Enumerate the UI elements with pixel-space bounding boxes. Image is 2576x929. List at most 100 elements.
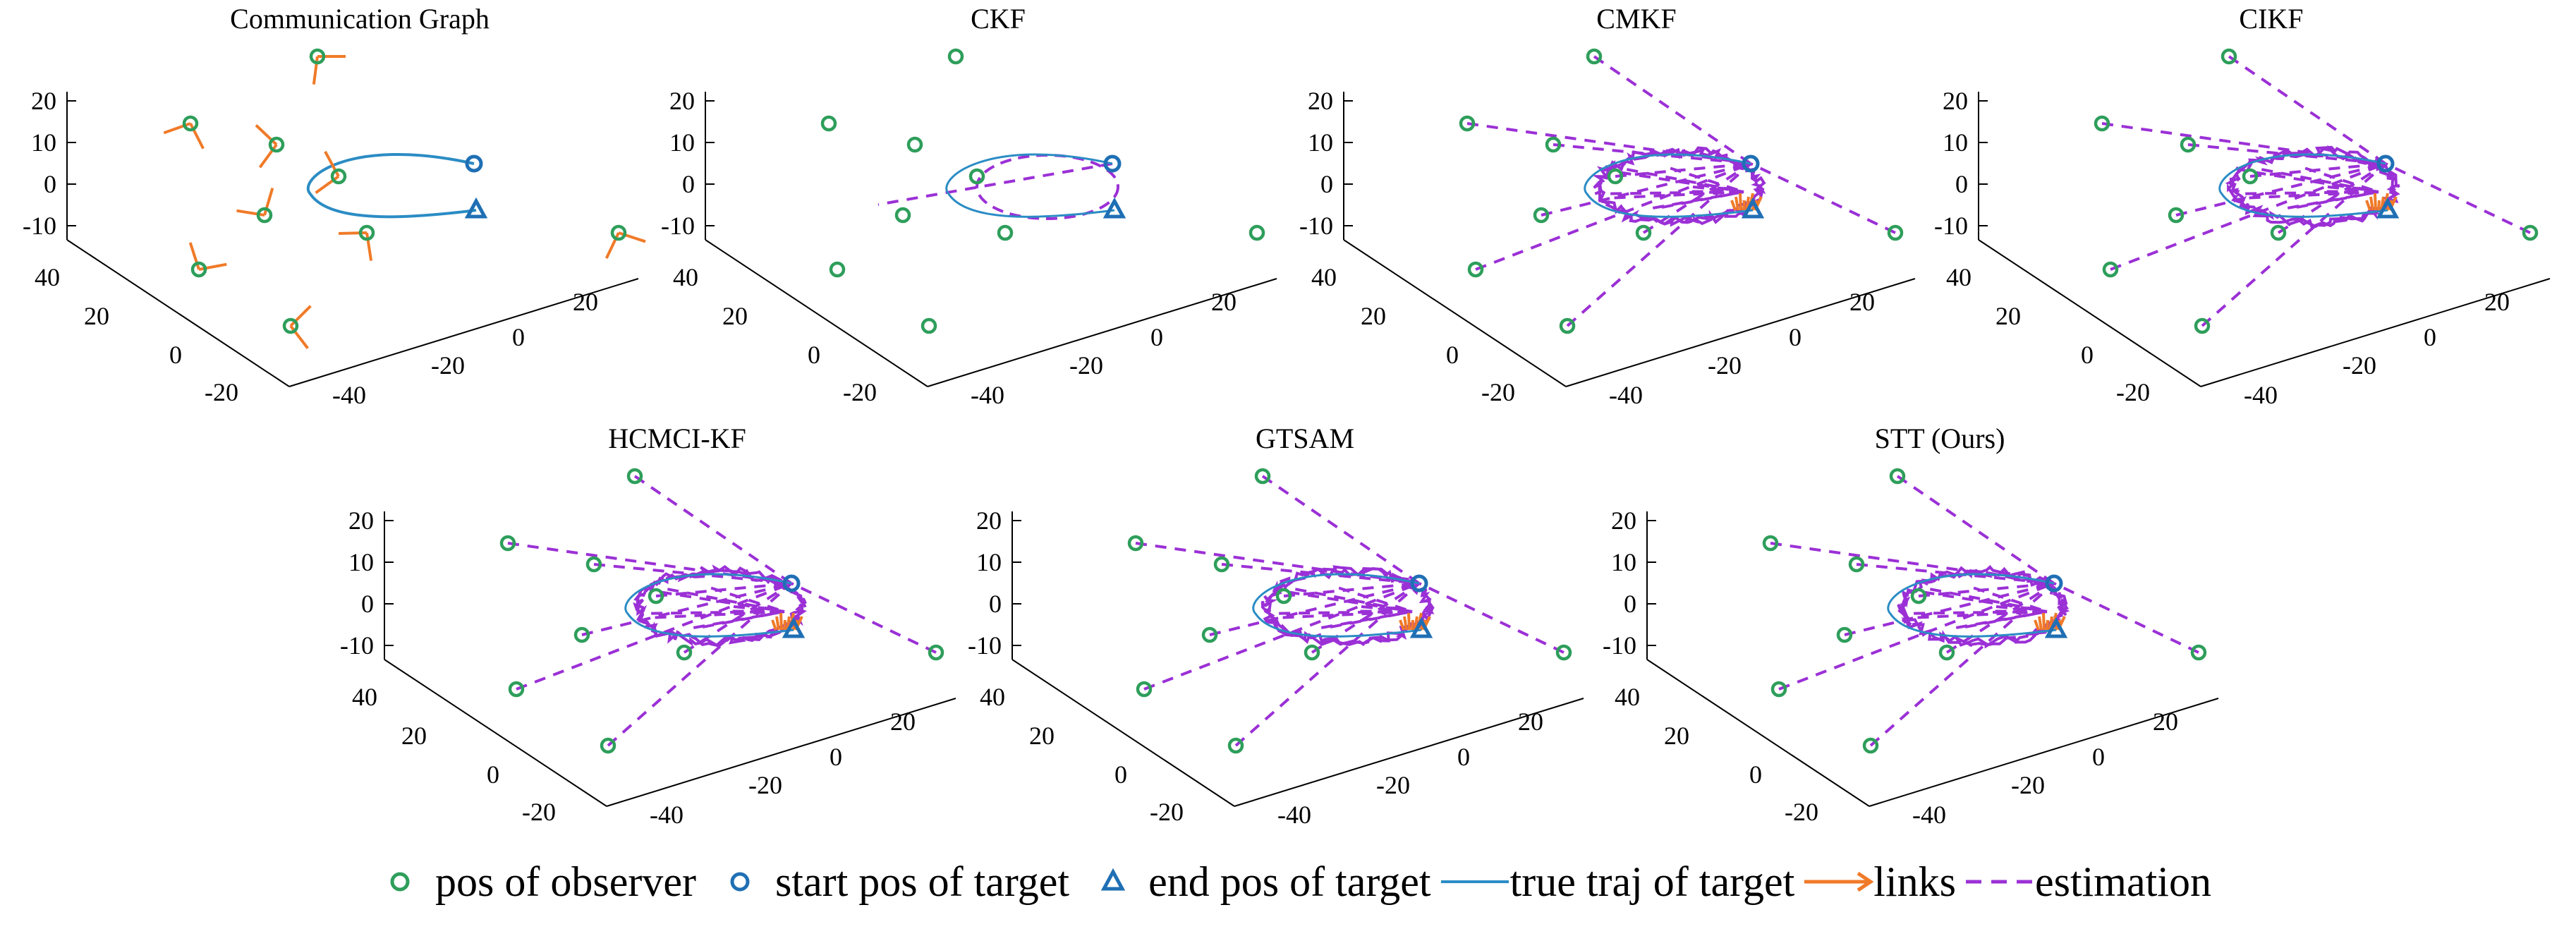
observer-marker <box>928 644 944 661</box>
estimation-line <box>1670 166 1744 193</box>
estimation-line <box>2385 162 2531 234</box>
estimation-line <box>1918 582 2055 597</box>
estimation-line <box>1135 542 1420 585</box>
observer-marker <box>2270 224 2287 241</box>
subplot-title: STT (Ours) <box>1875 423 2005 454</box>
z-tick-label: 10 <box>1943 128 1968 157</box>
z-tick-label: -10 <box>1299 212 1333 240</box>
observer-marker <box>256 207 273 224</box>
end-marker <box>2044 617 2068 638</box>
link-arrow <box>1411 619 1414 631</box>
observer-marker <box>573 626 590 643</box>
x-axis-line <box>606 698 956 807</box>
estimation-line <box>516 582 792 691</box>
end-marker <box>782 617 806 638</box>
observer-marker <box>2194 317 2211 334</box>
x-tick-label: 20 <box>1211 288 1237 316</box>
link-arrow <box>786 616 791 631</box>
link-arrow <box>2038 616 2043 631</box>
y-tick-label: 0 <box>1749 760 1762 789</box>
estimation-line <box>1320 610 1413 629</box>
observer-marker <box>1201 626 1218 643</box>
legend-item-links: links <box>1803 858 1956 906</box>
observer-marker <box>1533 207 1550 224</box>
y-tick-label: 20 <box>401 722 427 750</box>
y-tick-label: 40 <box>1615 683 1640 711</box>
x-tick-label: 20 <box>890 708 916 736</box>
estimation-line <box>1652 190 1744 210</box>
estimation-line <box>1418 582 1565 654</box>
start-marker <box>782 574 801 593</box>
legend-label: true traj of target <box>1509 858 1795 905</box>
link-arrow <box>1399 619 1405 631</box>
start-marker <box>1742 154 1760 173</box>
x-tick-label: -40 <box>332 381 366 409</box>
observer-marker <box>1635 224 1652 241</box>
observer-marker <box>1227 737 1244 754</box>
observer-marker <box>309 48 326 65</box>
link-arrow <box>1730 200 1737 211</box>
observer-marker <box>499 535 516 552</box>
legend-label: start pos of target <box>774 858 1070 905</box>
subplot-4: CIKF 20 10 0 -10 40 20 0 -20 -40 -20 0 20 <box>1934 3 2551 409</box>
observer-marker <box>968 168 985 185</box>
observer-marker <box>1836 626 1853 643</box>
observer-marker <box>2190 644 2207 661</box>
x-axis-line <box>927 278 1277 387</box>
estimation-line <box>1955 610 2048 629</box>
observer-marker <box>1304 644 1320 661</box>
legend-symbol-end <box>1100 868 1126 891</box>
z-tick-label: 20 <box>31 87 56 115</box>
y-tick-label: 40 <box>980 683 1005 711</box>
y-axis-line <box>1011 659 1235 807</box>
y-tick-label: -20 <box>1150 798 1184 826</box>
observer-marker <box>1770 681 1787 698</box>
z-tick-label: 10 <box>1308 128 1333 157</box>
estimation-line <box>1626 168 1744 193</box>
subplot-title: CKF <box>971 3 1026 35</box>
estimated-trajectory <box>1897 565 2070 649</box>
start-marker <box>1103 154 1122 173</box>
link-arrow <box>312 56 319 85</box>
observer-marker <box>1248 224 1265 241</box>
y-axis-line <box>1646 659 1870 807</box>
y-tick-label: -20 <box>522 798 556 826</box>
observer-marker <box>585 556 602 573</box>
true-trajectory <box>945 153 1115 218</box>
legend-label: estimation <box>2034 858 2211 905</box>
estimation-line <box>2287 190 2379 210</box>
x-tick-label: -20 <box>431 351 465 380</box>
y-tick-label: 20 <box>722 302 748 330</box>
z-tick-label: 20 <box>348 506 374 535</box>
y-axis-line <box>384 659 607 807</box>
true-trajectory <box>624 573 794 638</box>
z-tick-label: 0 <box>989 590 1002 618</box>
y-tick-label: 0 <box>1446 341 1459 369</box>
observer-marker <box>1127 535 1144 552</box>
estimation-line <box>655 582 792 597</box>
z-tick-label: -10 <box>1603 631 1636 660</box>
true-trajectory <box>1887 573 2057 638</box>
observer-marker <box>676 644 693 661</box>
x-tick-label: 0 <box>2092 743 2105 771</box>
subplot-3: CMKF 20 10 0 -10 40 20 0 -20 -40 -20 0 20 <box>1299 3 1916 409</box>
y-tick-label: -20 <box>1785 798 1818 826</box>
end-marker <box>1741 197 1765 219</box>
estimation-line <box>1283 582 1420 597</box>
x-tick-label: 20 <box>2484 288 2510 316</box>
x-tick-label: 20 <box>2153 708 2178 736</box>
true-trajectory <box>1252 573 1422 638</box>
link-arrow <box>2042 612 2046 631</box>
link-arrow <box>779 612 783 631</box>
observer-marker <box>947 48 964 65</box>
z-tick-label: -10 <box>1934 212 1968 240</box>
estimation-line <box>2110 162 2386 271</box>
estimation-line <box>1914 610 2048 615</box>
link-arrow <box>163 122 191 135</box>
observer-marker <box>1889 468 1906 485</box>
z-tick-label: 0 <box>1955 170 1968 198</box>
true-trajectory <box>2218 153 2388 218</box>
y-tick-label: 20 <box>1361 302 1386 330</box>
link-arrow <box>236 209 265 217</box>
